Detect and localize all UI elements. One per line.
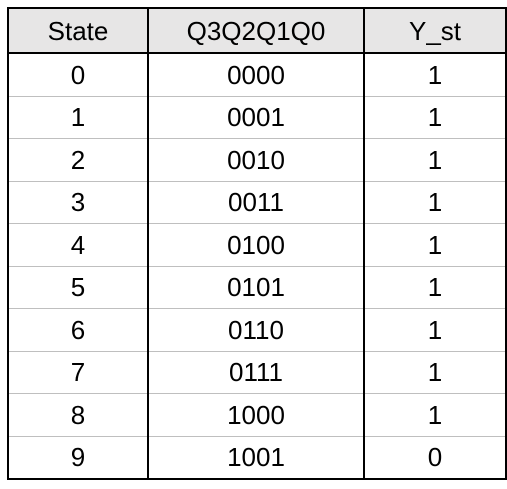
cell-y-st: 1 xyxy=(363,53,507,97)
table-row: 2 0010 1 xyxy=(7,138,507,182)
cell-state: 0 xyxy=(7,53,149,97)
cell-q-bits: 0000 xyxy=(147,53,365,97)
header-state: State xyxy=(7,7,149,54)
table-row: 5 0101 1 xyxy=(7,266,507,309)
cell-state: 5 xyxy=(7,266,149,309)
cell-q-bits: 0001 xyxy=(147,96,365,139)
cell-y-st: 1 xyxy=(363,181,507,224)
table-row: 4 0100 1 xyxy=(7,223,507,267)
table-row: 0 0000 1 xyxy=(7,53,507,97)
table-row: 8 1000 1 xyxy=(7,393,507,437)
cell-y-st: 1 xyxy=(363,96,507,139)
table-row: 3 0011 1 xyxy=(7,181,507,224)
cell-y-st: 1 xyxy=(363,393,507,437)
cell-state: 2 xyxy=(7,138,149,182)
table-row: 6 0110 1 xyxy=(7,308,507,352)
cell-y-st: 1 xyxy=(363,223,507,267)
header-y-st: Y_st xyxy=(363,7,507,54)
cell-q-bits: 0101 xyxy=(147,266,365,309)
cell-y-st: 1 xyxy=(363,351,507,394)
cell-q-bits: 1001 xyxy=(147,436,365,480)
cell-q-bits: 0100 xyxy=(147,223,365,267)
table-row: 9 1001 0 xyxy=(7,436,507,480)
header-q3q2q1q0: Q3Q2Q1Q0 xyxy=(147,7,365,54)
cell-state: 9 xyxy=(7,436,149,480)
cell-state: 1 xyxy=(7,96,149,139)
cell-q-bits: 0111 xyxy=(147,351,365,394)
table-body: 0 0000 1 1 0001 1 2 0010 1 3 0011 1 4 01 xyxy=(7,53,507,480)
cell-y-st: 1 xyxy=(363,138,507,182)
cell-state: 6 xyxy=(7,308,149,352)
cell-q-bits: 0110 xyxy=(147,308,365,352)
cell-state: 4 xyxy=(7,223,149,267)
table-row: 7 0111 1 xyxy=(7,351,507,394)
cell-y-st: 1 xyxy=(363,266,507,309)
cell-y-st: 0 xyxy=(363,436,507,480)
cell-q-bits: 0011 xyxy=(147,181,365,224)
state-table-container: State Q3Q2Q1Q0 Y_st 0 0000 1 1 0001 1 2 … xyxy=(7,7,507,480)
cell-state: 8 xyxy=(7,393,149,437)
cell-state: 7 xyxy=(7,351,149,394)
table-row: 1 0001 1 xyxy=(7,96,507,139)
cell-y-st: 1 xyxy=(363,308,507,352)
cell-q-bits: 0010 xyxy=(147,138,365,182)
state-table: State Q3Q2Q1Q0 Y_st 0 0000 1 1 0001 1 2 … xyxy=(7,7,507,480)
table-header: State Q3Q2Q1Q0 Y_st xyxy=(7,7,507,54)
cell-state: 3 xyxy=(7,181,149,224)
header-row: State Q3Q2Q1Q0 Y_st xyxy=(7,7,507,54)
cell-q-bits: 1000 xyxy=(147,393,365,437)
